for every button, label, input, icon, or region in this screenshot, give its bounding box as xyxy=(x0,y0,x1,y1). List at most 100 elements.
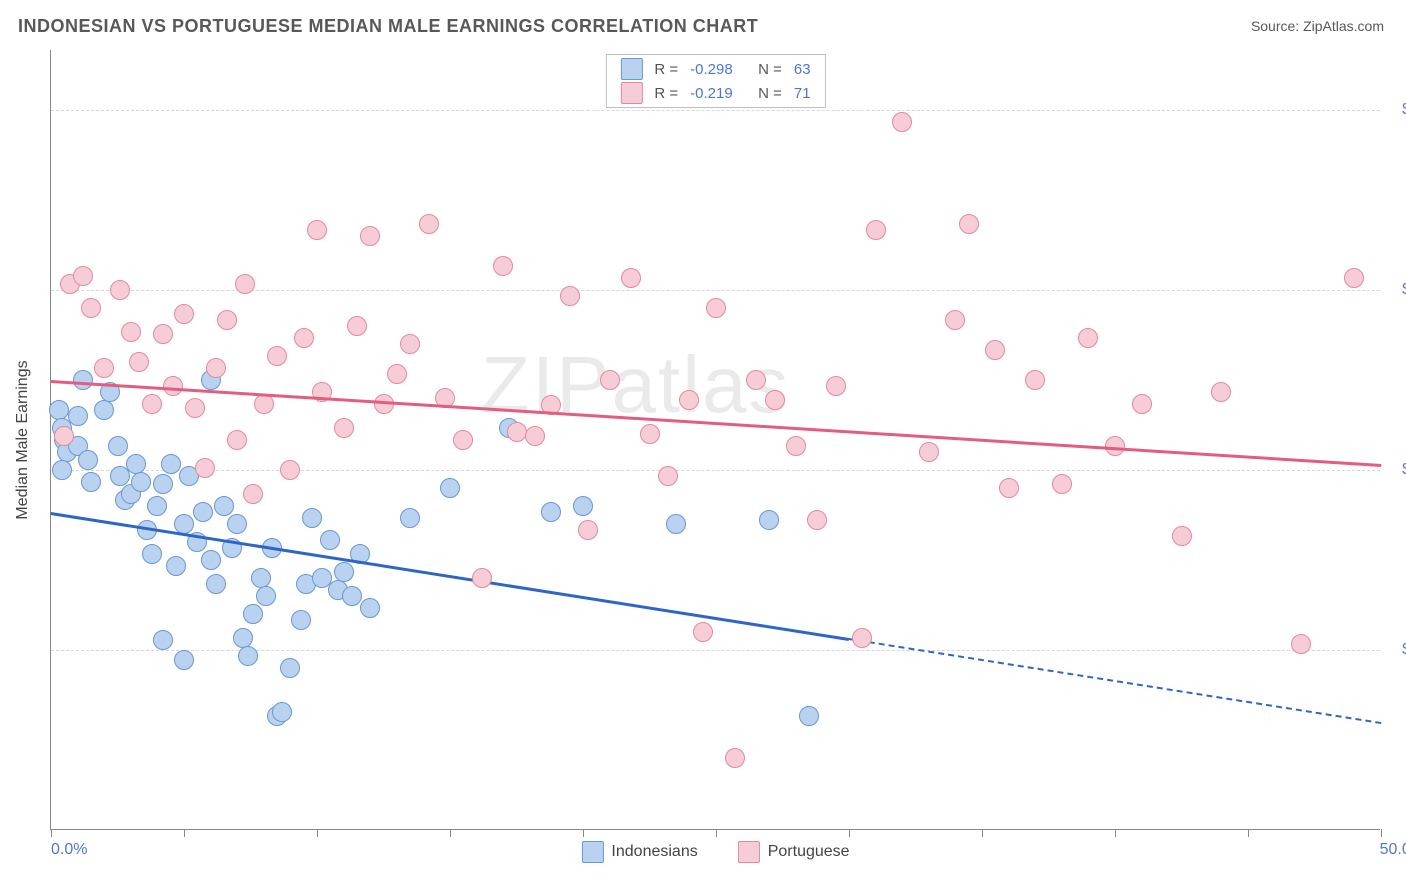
data-point-portuguese xyxy=(185,398,205,418)
data-point-portuguese xyxy=(985,340,1005,360)
legend-swatch-indonesians xyxy=(581,841,603,863)
data-point-portuguese xyxy=(217,310,237,330)
data-point-portuguese xyxy=(73,266,93,286)
y-tick-label: $35,000 xyxy=(1390,641,1406,659)
corr-legend-row-indonesians: R = -0.298N = 63 xyxy=(606,57,824,81)
data-point-portuguese xyxy=(129,352,149,372)
data-point-portuguese xyxy=(621,268,641,288)
data-point-portuguese xyxy=(347,316,367,336)
data-point-portuguese xyxy=(334,418,354,438)
data-point-portuguese xyxy=(472,568,492,588)
data-point-portuguese xyxy=(640,424,660,444)
data-point-portuguese xyxy=(360,226,380,246)
data-point-indonesians xyxy=(94,400,114,420)
x-tick xyxy=(51,829,52,837)
data-point-portuguese xyxy=(1211,382,1231,402)
x-tick xyxy=(1381,829,1382,837)
data-point-indonesians xyxy=(440,478,460,498)
data-point-indonesians xyxy=(201,550,221,570)
legend-n-label: N = xyxy=(758,85,782,102)
data-point-portuguese xyxy=(679,390,699,410)
data-point-portuguese xyxy=(945,310,965,330)
data-point-portuguese xyxy=(493,256,513,276)
data-point-portuguese xyxy=(1025,370,1045,390)
data-point-portuguese xyxy=(163,376,183,396)
trend-line xyxy=(51,512,849,641)
data-point-indonesians xyxy=(68,406,88,426)
data-point-indonesians xyxy=(142,544,162,564)
data-point-portuguese xyxy=(959,214,979,234)
data-point-portuguese xyxy=(919,442,939,462)
data-point-portuguese xyxy=(121,322,141,342)
data-point-portuguese xyxy=(307,220,327,240)
data-point-indonesians xyxy=(251,568,271,588)
data-point-indonesians xyxy=(238,646,258,666)
legend-n-label: N = xyxy=(758,61,782,78)
data-point-indonesians xyxy=(131,472,151,492)
data-point-portuguese xyxy=(1052,474,1072,494)
data-point-indonesians xyxy=(759,510,779,530)
x-tick xyxy=(1115,829,1116,837)
data-point-indonesians xyxy=(573,496,593,516)
data-point-portuguese xyxy=(786,436,806,456)
legend-swatch-indonesians xyxy=(620,58,642,80)
x-tick xyxy=(583,829,584,837)
data-point-portuguese xyxy=(243,484,263,504)
x-tick xyxy=(849,829,850,837)
data-point-portuguese xyxy=(852,628,872,648)
data-point-indonesians xyxy=(233,628,253,648)
data-point-portuguese xyxy=(453,430,473,450)
data-point-portuguese xyxy=(206,358,226,378)
data-point-portuguese xyxy=(235,274,255,294)
data-point-portuguese xyxy=(174,304,194,324)
data-point-indonesians xyxy=(227,514,247,534)
legend-n-value: 71 xyxy=(794,85,811,102)
data-point-portuguese xyxy=(826,376,846,396)
y-gridline xyxy=(51,470,1380,471)
data-point-indonesians xyxy=(799,706,819,726)
data-point-portuguese xyxy=(227,430,247,450)
data-point-portuguese xyxy=(54,426,74,446)
data-point-portuguese xyxy=(765,390,785,410)
x-tick xyxy=(1248,829,1249,837)
series-legend-item-indonesians: Indonesians xyxy=(581,841,697,863)
data-point-indonesians xyxy=(49,400,69,420)
source-link[interactable]: ZipAtlas.com xyxy=(1303,18,1384,34)
data-point-portuguese xyxy=(1344,268,1364,288)
data-point-indonesians xyxy=(174,650,194,670)
data-point-portuguese xyxy=(560,286,580,306)
x-tick xyxy=(317,829,318,837)
chart-title: INDONESIAN VS PORTUGUESE MEDIAN MALE EAR… xyxy=(18,16,758,37)
data-point-portuguese xyxy=(195,458,215,478)
data-point-portuguese xyxy=(507,422,527,442)
data-point-portuguese xyxy=(600,370,620,390)
data-point-indonesians xyxy=(360,598,380,618)
data-point-indonesians xyxy=(214,496,234,516)
data-point-portuguese xyxy=(693,622,713,642)
data-point-indonesians xyxy=(243,604,263,624)
legend-r-value: -0.219 xyxy=(690,85,746,102)
data-point-portuguese xyxy=(110,280,130,300)
data-point-indonesians xyxy=(166,556,186,576)
data-point-indonesians xyxy=(302,508,322,528)
series-legend-label: Indonesians xyxy=(611,843,697,861)
data-point-portuguese xyxy=(658,466,678,486)
legend-r-label: R = xyxy=(654,61,678,78)
data-point-indonesians xyxy=(153,474,173,494)
data-point-indonesians xyxy=(400,508,420,528)
data-point-portuguese xyxy=(866,220,886,240)
x-tick xyxy=(184,829,185,837)
data-point-portuguese xyxy=(294,328,314,348)
data-point-indonesians xyxy=(342,586,362,606)
legend-r-value: -0.298 xyxy=(690,61,746,78)
data-point-indonesians xyxy=(272,702,292,722)
data-point-indonesians xyxy=(320,530,340,550)
series-legend-label: Portuguese xyxy=(768,843,850,861)
x-tick-label: 50.0% xyxy=(1355,841,1406,859)
source-prefix: Source: xyxy=(1251,18,1303,34)
y-tick-label: $50,000 xyxy=(1390,461,1406,479)
data-point-indonesians xyxy=(256,586,276,606)
data-point-indonesians xyxy=(78,450,98,470)
data-point-indonesians xyxy=(291,610,311,630)
data-point-portuguese xyxy=(525,426,545,446)
